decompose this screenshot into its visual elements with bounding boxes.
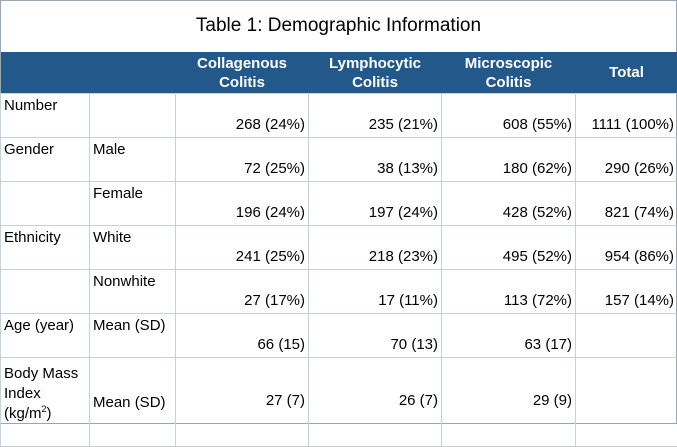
header-microscopic-line1: Microscopic <box>465 55 553 72</box>
cell-total <box>576 358 677 447</box>
header-collagenous: Collagenous Colitis <box>176 52 309 94</box>
table-row-ethnicity-white: Ethnicity White 241 (25%) 218 (23%) 495 … <box>1 226 677 270</box>
cell-collagenous: 27 (17%) <box>176 270 309 314</box>
demographic-table: Collagenous Colitis Lymphocytic Colitis … <box>0 52 677 447</box>
row-label: Gender <box>1 138 90 182</box>
cell-lymphocytic: 38 (13%) <box>309 138 442 182</box>
cell-lymphocytic: 26 (7) <box>309 358 442 447</box>
header-microscopic-line2: Colitis <box>486 74 532 91</box>
row-label: Ethnicity <box>1 226 90 270</box>
row-sublabel: Mean (SD) <box>90 358 176 447</box>
header-collagenous-line2: Colitis <box>219 74 265 91</box>
row-label: Number <box>1 94 90 138</box>
cell-microscopic: 63 (17) <box>442 314 576 358</box>
cell-lymphocytic: 235 (21%) <box>309 94 442 138</box>
table-row-age: Age (year) Mean (SD) 66 (15) 70 (13) 63 … <box>1 314 677 358</box>
header-empty-1 <box>1 52 90 94</box>
header-lymphocytic-line2: Colitis <box>352 74 398 91</box>
row-sublabel <box>90 94 176 138</box>
table-row-ethnicity-nonwhite: Nonwhite 27 (17%) 17 (11%) 113 (72%) 157… <box>1 270 677 314</box>
header-empty-2 <box>90 52 176 94</box>
cell-collagenous: 241 (25%) <box>176 226 309 270</box>
row-sublabel: Female <box>90 182 176 226</box>
row-label-bmi: Body Mass Index (kg/m2) <box>1 358 90 447</box>
row-label <box>1 270 90 314</box>
row-sublabel: Male <box>90 138 176 182</box>
table-row-gender-female: Female 196 (24%) 197 (24%) 428 (52%) 821… <box>1 182 677 226</box>
header-microscopic: Microscopic Colitis <box>442 52 576 94</box>
cell-lymphocytic: 17 (11%) <box>309 270 442 314</box>
header-collagenous-line1: Collagenous <box>197 55 287 72</box>
cell-lymphocytic: 218 (23%) <box>309 226 442 270</box>
bmi-label-unit: (kg/m <box>4 405 42 422</box>
cell-lymphocytic: 197 (24%) <box>309 182 442 226</box>
cell-microscopic: 608 (55%) <box>442 94 576 138</box>
bmi-label-line2: Index <box>4 385 41 402</box>
table-row-bmi: Body Mass Index (kg/m2) Mean (SD) 27 (7)… <box>1 358 677 447</box>
header-lymphocytic: Lymphocytic Colitis <box>309 52 442 94</box>
bmi-label-close: ) <box>47 405 52 422</box>
row-sublabel: Mean (SD) <box>90 314 176 358</box>
header-lymphocytic-line1: Lymphocytic <box>329 55 421 72</box>
bmi-label-line1: Body Mass <box>4 365 78 382</box>
row-label: Age (year) <box>1 314 90 358</box>
cell-lymphocytic: 70 (13) <box>309 314 442 358</box>
cell-collagenous: 196 (24%) <box>176 182 309 226</box>
table-row-gender-male: Gender Male 72 (25%) 38 (13%) 180 (62%) … <box>1 138 677 182</box>
header-row: Collagenous Colitis Lymphocytic Colitis … <box>1 52 677 94</box>
cell-total: 954 (86%) <box>576 226 677 270</box>
cell-total: 821 (74%) <box>576 182 677 226</box>
cell-total <box>576 314 677 358</box>
table-title: Table 1: Demographic Information <box>0 0 677 52</box>
row-sublabel: White <box>90 226 176 270</box>
cell-collagenous: 66 (15) <box>176 314 309 358</box>
cell-collagenous: 27 (7) <box>176 358 309 447</box>
cell-total: 1111 (100%) <box>576 94 677 138</box>
cell-collagenous: 72 (25%) <box>176 138 309 182</box>
cell-total: 290 (26%) <box>576 138 677 182</box>
row-sublabel: Nonwhite <box>90 270 176 314</box>
header-total: Total <box>576 52 677 94</box>
cell-microscopic: 180 (62%) <box>442 138 576 182</box>
table-row-number: Number 268 (24%) 235 (21%) 608 (55%) 111… <box>1 94 677 138</box>
cell-collagenous: 268 (24%) <box>176 94 309 138</box>
cell-microscopic: 495 (52%) <box>442 226 576 270</box>
cell-microscopic: 29 (9) <box>442 358 576 447</box>
cell-total: 157 (14%) <box>576 270 677 314</box>
row-label <box>1 182 90 226</box>
cell-microscopic: 428 (52%) <box>442 182 576 226</box>
cell-microscopic: 113 (72%) <box>442 270 576 314</box>
